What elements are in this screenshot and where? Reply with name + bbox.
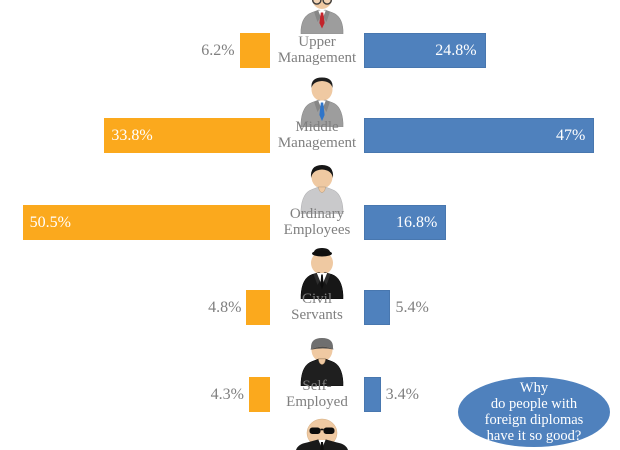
category-label-upper-management: Upper Management	[270, 33, 364, 68]
manager-blue-tie-icon	[294, 75, 350, 127]
right-bar-upper-management: 24.8%	[364, 33, 486, 68]
left-bar-ordinary-employees: 50.5%	[22, 205, 270, 240]
right-bar-value: 5.4%	[395, 298, 429, 316]
left-bar-value: 50.5%	[29, 213, 71, 231]
right-bar-value: 16.8%	[395, 213, 438, 231]
left-bar-civil-servants: 4.8%	[208, 290, 270, 325]
category-line: Servants	[291, 306, 343, 323]
left-bar-self-employed: 4.3%	[211, 377, 270, 412]
executive-glasses-red-tie-icon	[294, 0, 350, 34]
left-bar-value: 6.2%	[201, 41, 235, 59]
category-label-civil-servants: Civil Servants	[270, 290, 364, 325]
civil-servant-black-suit-icon	[294, 247, 350, 299]
right-bar-middle-management: 47%	[364, 118, 595, 153]
right-bar-self-employed: 3.4%	[364, 377, 419, 412]
right-bar-value: 47%	[555, 126, 586, 144]
left-bar-value: 4.3%	[210, 385, 244, 403]
callout-line: do people with	[490, 396, 578, 412]
callout-line: have it so good?	[486, 428, 582, 444]
category-label-middle-management: Middle Management	[270, 118, 364, 153]
category-line: Management	[277, 49, 357, 66]
right-bar-value: 3.4%	[385, 385, 419, 403]
security-sunglasses-icon	[294, 417, 350, 450]
right-bar-value: 24.8%	[435, 41, 477, 59]
category-line: Self-	[302, 378, 332, 394]
callout-bubble: Why do people with foreign diplomas have…	[458, 377, 610, 447]
category-line: Civil	[301, 291, 332, 307]
callout-line: Why	[519, 380, 549, 396]
left-bar-value: 4.8%	[208, 298, 242, 316]
callout-line: foreign diplomas	[484, 412, 584, 428]
self-employed-cap-icon	[294, 334, 350, 386]
left-bar-middle-management: 33.8%	[104, 118, 270, 153]
category-line: Upper	[298, 34, 336, 50]
category-line: Employed	[286, 393, 348, 410]
left-bar-value: 33.8%	[111, 126, 153, 144]
right-bar-civil-servants: 5.4%	[364, 290, 429, 325]
category-label-ordinary-employees: Ordinary Employees	[270, 205, 364, 240]
category-line: Employees	[283, 221, 351, 238]
category-label-self-employed: Self- Employed	[270, 377, 364, 412]
category-line: Ordinary	[289, 206, 345, 222]
left-bar-upper-management: 6.2%	[201, 33, 270, 68]
worker-gray-shirt-icon	[294, 162, 350, 214]
category-line: Middle	[295, 119, 339, 135]
right-bar-ordinary-employees: 16.8%	[364, 205, 447, 240]
category-line: Management	[277, 134, 357, 151]
